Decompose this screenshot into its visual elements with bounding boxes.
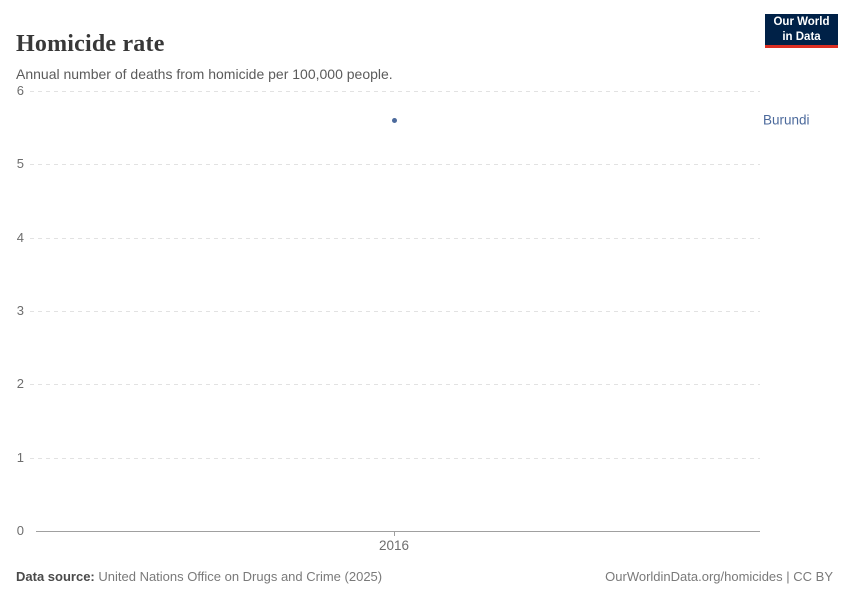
- x-axis-tick: [394, 531, 395, 536]
- y-tick-label: 1: [16, 449, 24, 465]
- chart-subtitle: Annual number of deaths from homicide pe…: [16, 66, 393, 82]
- chart-footer: Data source: United Nations Office on Dr…: [16, 569, 833, 584]
- data-source-value: United Nations Office on Drugs and Crime…: [98, 569, 383, 584]
- x-axis-line: [36, 531, 760, 532]
- y-tick-label: 0: [16, 523, 24, 538]
- data-source-note: Data source: United Nations Office on Dr…: [16, 569, 382, 584]
- data-point-burundi[interactable]: [391, 117, 397, 123]
- y-tick-label: 2: [16, 376, 24, 392]
- y-gridline: [30, 237, 760, 239]
- y-tick-label: 5: [16, 156, 24, 172]
- y-gridline: [30, 384, 760, 386]
- data-source-label: Data source:: [16, 569, 95, 584]
- y-gridline: [30, 457, 760, 459]
- y-gridline: [30, 311, 760, 312]
- y-tick-label: 3: [16, 303, 24, 318]
- attribution-link[interactable]: OurWorldinData.org/homicides | CC BY: [605, 569, 833, 584]
- owid-logo-line2: in Data: [782, 30, 821, 43]
- x-axis-tick-label: 2016: [378, 538, 410, 553]
- y-tick-label: 4: [16, 229, 24, 245]
- chart-title: Homicide rate: [16, 31, 165, 58]
- owid-logo-line1: Our World: [773, 16, 830, 29]
- owid-logo[interactable]: Our World in Data: [765, 14, 838, 48]
- y-gridline: [30, 91, 760, 92]
- y-gridline: [30, 164, 760, 166]
- entity-label-burundi[interactable]: Burundi: [763, 112, 810, 128]
- y-tick-label: 6: [16, 83, 24, 98]
